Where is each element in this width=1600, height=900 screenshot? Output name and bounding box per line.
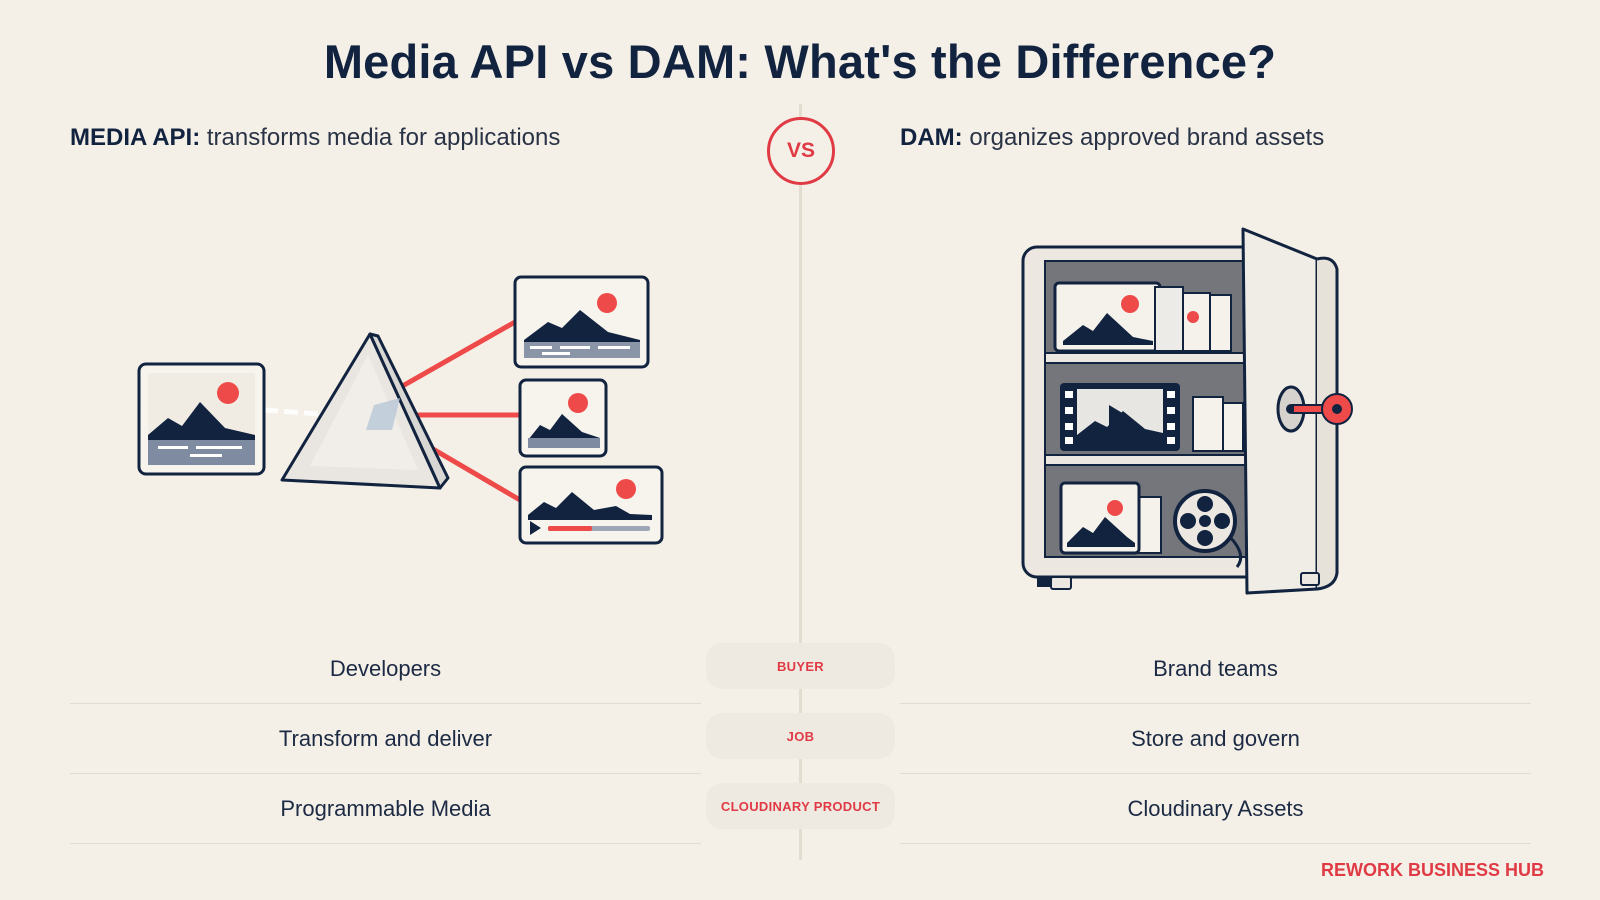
output-image-small-icon [518,378,608,458]
dam-job: Store and govern [900,705,1531,774]
dam-heading-description: organizes approved brand assets [969,124,1325,151]
output-video-icon [518,465,664,545]
shelf-video-icon [1060,383,1244,452]
media-api-job: Transform and deliver [70,705,701,774]
output-image-large-icon [513,275,650,369]
source-image-icon [137,362,266,476]
vs-badge: VS [767,117,835,185]
media-api-heading: MEDIA API: transforms media for applicat… [70,124,560,152]
prism-transform-illustration [137,275,664,545]
media-api-product: Programmable Media [70,775,701,844]
key-lock-icon [1276,385,1353,433]
category-product: CLOUDINARY PRODUCT [706,783,895,829]
dam-heading: DAM: organizes approved brand assets [900,124,1324,152]
category-buyer: BUYER [706,643,895,689]
shelf-images-icon [1053,281,1232,353]
shelf-photos-reel-icon [1059,481,1243,568]
media-api-heading-label: MEDIA API: [70,124,201,151]
page-title: Media API vs DAM: What's the Difference? [323,35,1277,88]
dam-buyer: Brand teams [900,635,1531,704]
dam-heading-label: DAM: [900,124,963,151]
media-api-heading-description: transforms media for applications [206,124,561,151]
asset-vault-illustration [1021,227,1353,595]
center-divider [799,104,802,860]
media-api-buyer: Developers [70,635,701,704]
dam-product: Cloudinary Assets [900,775,1531,844]
brand-logo-text: REWORK BUSINESS HUB [1320,860,1544,880]
prism-icon [280,332,450,490]
category-job: JOB [706,713,895,759]
